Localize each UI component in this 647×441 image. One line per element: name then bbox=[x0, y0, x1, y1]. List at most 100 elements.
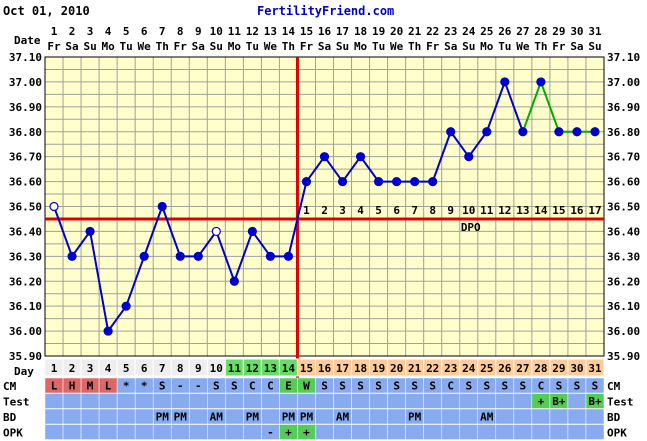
temperature-point bbox=[121, 301, 131, 311]
row-cell bbox=[152, 393, 172, 409]
cycle-day-number: 15 bbox=[300, 362, 313, 375]
weekday: Sa bbox=[570, 40, 583, 53]
row-cell bbox=[495, 393, 515, 409]
row-cell bbox=[44, 408, 64, 425]
weekday: Tu bbox=[372, 40, 385, 53]
temperature-point bbox=[464, 152, 474, 162]
weekday: Tu bbox=[498, 40, 511, 53]
dpo-number: 1 bbox=[303, 204, 310, 217]
site-name: FertilityFriend.com bbox=[257, 4, 394, 18]
row-cell bbox=[225, 424, 244, 440]
row-cell bbox=[387, 424, 406, 440]
row-cell-value: C bbox=[447, 380, 454, 393]
row-cell-value: * bbox=[123, 380, 130, 393]
dpo-number: 9 bbox=[447, 204, 454, 217]
cycle-day-number: 14 bbox=[282, 362, 296, 375]
temperature-point bbox=[229, 276, 239, 286]
row-cell bbox=[369, 393, 388, 409]
row-label-left: Test bbox=[3, 396, 30, 409]
row-cell-value: S bbox=[483, 380, 490, 393]
y-tick-right: 36.70 bbox=[607, 151, 640, 164]
row-cell-value: S bbox=[231, 380, 238, 393]
weekday: Fr bbox=[552, 40, 566, 53]
row-cell bbox=[225, 408, 244, 425]
y-tick-right: 36.50 bbox=[607, 201, 640, 214]
date-number: 1 bbox=[51, 25, 58, 38]
y-tick-left: 36.70 bbox=[9, 151, 42, 164]
y-tick-right: 36.90 bbox=[607, 101, 640, 114]
cycle-day-cell bbox=[585, 358, 605, 377]
row-cell-value: H bbox=[69, 380, 76, 393]
y-tick-left: 36.40 bbox=[9, 225, 42, 238]
temperature-point bbox=[554, 127, 564, 137]
date-number: 30 bbox=[570, 25, 583, 38]
temperature-point bbox=[410, 176, 420, 187]
temperature-point bbox=[211, 226, 221, 237]
weekday: Su bbox=[210, 40, 223, 53]
row-cell bbox=[243, 393, 262, 409]
row-cell-value: S bbox=[375, 380, 382, 393]
weekday: Tu bbox=[120, 40, 133, 53]
date-header: 1 Fr 2 Sa 3 Su 4 Mo 5 Tu 6 We 7 Th 8 Fr 9 Sa 10 Su 11 Mo 12 Tu 1… bbox=[47, 25, 602, 53]
row-cell-value: - bbox=[195, 380, 202, 393]
temperature-point bbox=[301, 176, 312, 187]
row-cell-value: S bbox=[339, 380, 346, 393]
date-number: 22 bbox=[426, 25, 439, 38]
row-cell bbox=[261, 408, 280, 425]
row-cell bbox=[189, 393, 208, 409]
cycle-day-number: 10 bbox=[210, 362, 223, 375]
row-cell-value: S bbox=[159, 380, 166, 393]
row-cell bbox=[441, 408, 460, 425]
temperature-point bbox=[518, 127, 528, 137]
date-number: 31 bbox=[588, 25, 602, 38]
y-tick-left: 36.20 bbox=[9, 275, 42, 288]
temperature-point bbox=[85, 226, 95, 237]
date-row-label: Date bbox=[14, 34, 41, 47]
date-number: 17 bbox=[336, 25, 349, 38]
weekday: We bbox=[138, 40, 152, 53]
date-number: 5 bbox=[123, 25, 130, 38]
row-cell bbox=[62, 393, 82, 409]
date-number: 2 bbox=[69, 25, 76, 38]
weekday: Su bbox=[462, 40, 475, 53]
temperature-point bbox=[572, 127, 582, 137]
row-cell bbox=[116, 424, 136, 440]
row-cell bbox=[441, 393, 460, 409]
weekday: We bbox=[516, 40, 530, 53]
date-number: 20 bbox=[390, 25, 403, 38]
row-cell bbox=[495, 424, 515, 440]
dpo-number: 14 bbox=[534, 204, 548, 217]
weekday: Su bbox=[588, 40, 601, 53]
y-tick-right: 36.20 bbox=[607, 275, 640, 288]
row-cell-value: S bbox=[393, 380, 400, 393]
cycle-day-number: 3 bbox=[87, 362, 94, 375]
row-label-left: BD bbox=[3, 411, 17, 424]
row-cell bbox=[477, 424, 497, 440]
date-number: 13 bbox=[264, 25, 277, 38]
row-cell bbox=[567, 424, 587, 440]
row-cell-value: - bbox=[267, 426, 274, 439]
weekday: Th bbox=[408, 40, 421, 53]
dpo-number: 8 bbox=[429, 204, 436, 217]
row-cell-value: S bbox=[502, 380, 509, 393]
row-cell bbox=[44, 393, 64, 409]
row-cell-value: S bbox=[465, 380, 472, 393]
cycle-day-number: 9 bbox=[195, 362, 202, 375]
row-label-right: CM bbox=[607, 380, 621, 393]
date-number: 23 bbox=[444, 25, 457, 38]
weekday: Sa bbox=[192, 40, 205, 53]
temperature-point bbox=[103, 326, 113, 336]
temperature-point bbox=[446, 127, 456, 137]
y-tick-left: 36.60 bbox=[9, 176, 42, 189]
row-cell bbox=[405, 393, 424, 409]
row-cell-value: L bbox=[51, 380, 58, 393]
cycle-day-number: 29 bbox=[552, 362, 565, 375]
temperature-point bbox=[157, 201, 167, 212]
cycle-day-number: 26 bbox=[498, 362, 512, 375]
y-tick-right: 37.10 bbox=[607, 51, 640, 64]
date-number: 10 bbox=[210, 25, 223, 38]
y-tick-left: 37.00 bbox=[9, 76, 42, 89]
dpo-label: DPO bbox=[461, 221, 481, 234]
row-cell bbox=[495, 408, 515, 425]
row-cell-value: S bbox=[429, 380, 436, 393]
